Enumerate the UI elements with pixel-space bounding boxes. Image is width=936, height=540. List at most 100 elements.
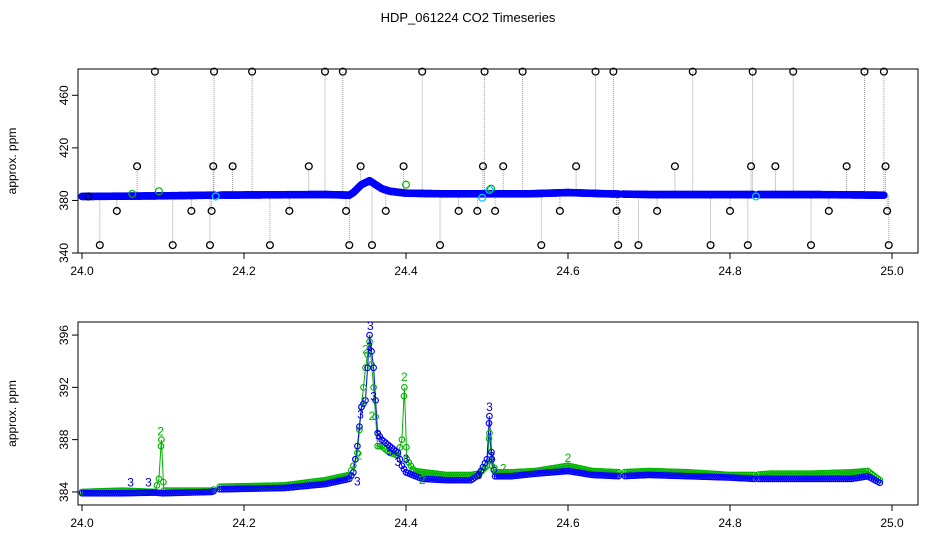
outlier-point [285,206,294,215]
data-point-green [376,442,384,450]
plot-frame [77,68,919,254]
y-axis-label: approx. ppm [5,380,19,447]
point-annotation: 2 [492,463,499,477]
data-point-green [403,443,410,451]
outlier-point [435,241,445,250]
data-point-blue [350,468,357,476]
outlier-point [84,192,93,201]
outlier-point [304,162,313,171]
x-tick-label: 24.4 [394,516,418,530]
y-axis-label: approx. ppm [5,128,19,195]
data-point-blue [354,442,361,450]
outlier-point [499,162,508,171]
x-tick-label: 24.8 [718,516,742,530]
data-point-green [372,413,379,421]
outlier-point [418,67,427,76]
data-point-blue [465,476,473,484]
data-point-blue [358,403,365,411]
plot-frame [77,321,919,506]
outlier-point [747,162,756,171]
data-point-green [407,462,415,470]
data-point-blue [388,444,396,452]
chart-title: HDP_061224 CO2 Timeseries [381,10,556,25]
point-annotation: 2 [500,461,507,475]
outlier-point [478,162,488,171]
outlier-point [706,241,715,250]
point-annotation: 2 [356,448,363,462]
outlier-point [150,67,159,76]
data-point-green [400,392,408,400]
data-point-blue [486,412,493,420]
y-tick-label: 460 [57,85,71,105]
outlier-point [205,241,215,250]
data-point-blue [362,397,369,404]
point-annotation: 3 [476,468,483,482]
data-point-blue [384,441,392,448]
outlier-point [572,162,581,171]
point-annotation: 3 [395,455,402,469]
data-point-blue [352,455,359,463]
point-annotation: 2 [362,342,369,356]
data-point-blue [483,455,491,463]
point-annotation: 3 [354,474,361,488]
data-point-green [401,384,408,391]
data-point-blue [378,436,386,443]
point-annotation: 3 [370,389,377,403]
x-tick-label: 24.0 [70,516,94,530]
point-annotation: 2 [369,409,376,423]
data-point-blue [475,471,483,479]
outlier-point [454,206,463,215]
data-point-blue [463,476,471,484]
outlier-point [209,67,219,76]
x-tick-label: 24.6 [556,264,580,278]
data-point-cyan [478,193,487,202]
data-point-green [350,462,357,470]
point-annotation: 2 [419,473,426,487]
data-point-blue [611,472,618,480]
point-annotation: 2 [157,425,164,439]
data-point-blue [370,364,377,372]
y-tick-label: 392 [57,377,71,397]
outlier-point [320,67,330,76]
data-point-blue [394,449,402,457]
outlier-point [133,162,142,171]
outlier-point [842,162,851,171]
outlier-point [168,241,177,250]
data-point-cyan [751,192,760,201]
outlier-point [612,206,621,215]
x-tick-label: 24.2 [232,516,256,530]
outlier-point [187,206,196,215]
outlier-point [537,241,546,250]
data-point-green [368,361,375,368]
outlier-point [555,206,564,215]
data-point-green [128,189,137,198]
data-point-blue [390,446,398,453]
data-point-blue [400,465,408,473]
outlier-point [614,241,623,250]
data-point-blue [481,459,489,467]
outlier-point [265,241,274,250]
data-point-blue [386,442,394,450]
x-tick-label: 24.6 [556,516,580,530]
data-point-green [155,475,163,483]
point-annotation: 2 [401,370,408,384]
outlier-point [789,67,798,76]
data-point-blue [382,439,390,447]
data-point-green [486,429,493,437]
data-point-green [403,455,411,463]
data-point-green [398,436,406,443]
x-tick-label: 24.0 [70,264,94,278]
outlier-point [748,67,757,76]
data-point-blue [374,429,382,437]
outlier-point [367,241,377,250]
data-point-green [158,436,165,443]
outlier-point [342,206,351,215]
data-point-blue [488,448,495,456]
y-tick-label: 396 [57,325,71,345]
outlier-point [634,241,643,250]
data-point-green [402,180,411,189]
outlier-point [725,206,735,215]
data-point-blue [396,455,404,463]
outlier-point [824,206,833,215]
data-point-green [153,482,161,489]
